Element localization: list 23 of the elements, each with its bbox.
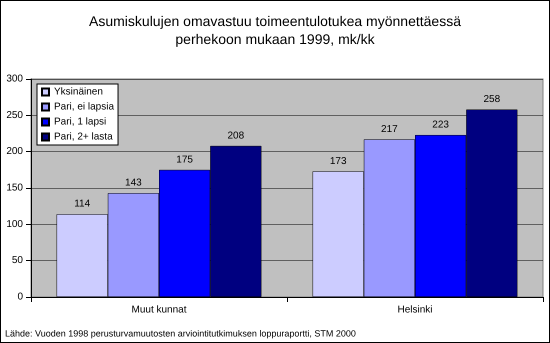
y-tick-label: 100 [6, 218, 24, 230]
legend-label: Pari, 1 lapsi [54, 116, 106, 128]
legend-label: Pari, ei lapsia [54, 102, 114, 112]
x-tick-label: Muut kunnat [131, 304, 187, 316]
chart-title: Asumiskulujen omavastuu toimeentulotukea myönnettäessä perhekoon mukaan 1999, mk/kk [89, 13, 462, 47]
legend-label: Yksinäinen [54, 86, 103, 98]
y-tick-label: 200 [6, 146, 24, 158]
y-tick-label: 300 [6, 74, 24, 84]
y-tick-label: 250 [6, 110, 24, 121]
data-label: 114 [74, 198, 91, 210]
data-label: 175 [176, 154, 194, 166]
data-label: 143 [125, 178, 142, 189]
x-tick-label: Helsinki [397, 304, 433, 316]
y-tick-label: 150 [6, 182, 24, 194]
data-label: 217 [381, 124, 398, 135]
y-tick-label: 50 [12, 255, 24, 266]
data-label: 173 [330, 156, 347, 167]
y-tick-label: 0 [17, 292, 24, 302]
data-label: 223 [432, 119, 450, 130]
data-label: 258 [483, 94, 501, 106]
data-label: 208 [227, 130, 245, 142]
legend-label: Pari, 2+ lasta [54, 132, 114, 142]
text: Lähde: Vuoden 1998 perusturvamuutosten arviointitutkimuksen loppuraportti, STM 2000 [5, 328, 356, 338]
